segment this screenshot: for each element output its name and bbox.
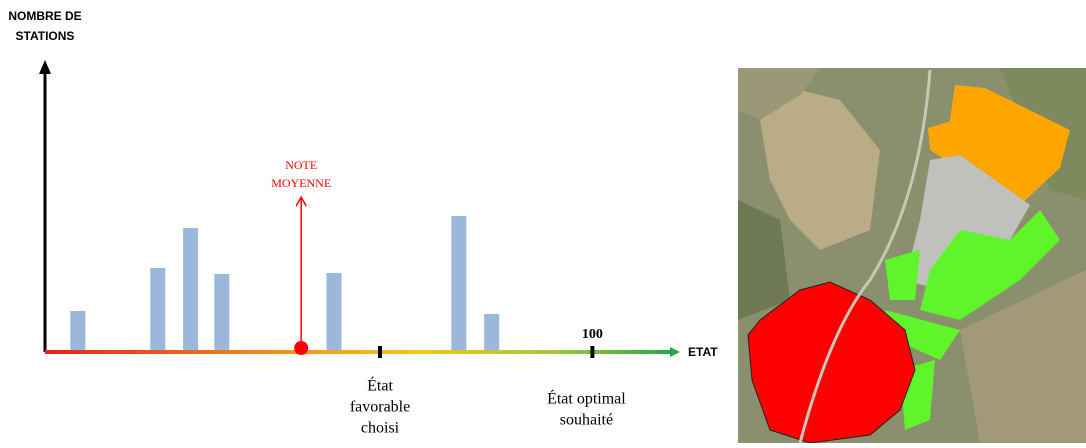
bar <box>451 216 467 352</box>
bar <box>326 273 342 352</box>
favorable-label: favorable <box>350 399 410 416</box>
map-field <box>738 200 790 320</box>
y-axis-arrow <box>39 60 51 74</box>
map-field <box>760 90 880 250</box>
bar <box>484 314 500 352</box>
favorable-tick <box>378 346 383 358</box>
map-zone-gray <box>905 155 1030 290</box>
optimal-label: État optimal <box>547 389 626 408</box>
x-axis-label: ETAT <box>688 345 718 359</box>
x-tick <box>590 346 595 358</box>
favorable-label: État <box>367 376 393 395</box>
favorable-label: choisi <box>361 420 400 437</box>
mean-label: MOYENNE <box>271 176 331 190</box>
x-axis <box>45 350 672 354</box>
x-axis-arrow <box>670 347 680 357</box>
map-zone-green <box>885 250 920 300</box>
map-zone-green <box>920 210 1060 320</box>
bar <box>183 228 199 352</box>
chart: NOMBRE DE STATIONS ETAT 100 État favorable cho… <box>8 9 718 437</box>
mean-marker <box>294 341 309 355</box>
y-axis-label: NOMBRE DE <box>8 9 81 23</box>
bar <box>70 311 86 352</box>
map-field <box>960 270 1086 443</box>
map-zone-green <box>885 310 960 360</box>
map-road <box>798 69 932 444</box>
map-zone-red <box>747 281 916 444</box>
y-axis-label: STATIONS <box>16 29 75 43</box>
satellite-map <box>738 68 1086 444</box>
optimal-label: souhaité <box>560 412 613 429</box>
bar <box>214 274 230 352</box>
mean-label: NOTE <box>285 158 317 172</box>
map-field <box>738 68 820 120</box>
bar <box>150 268 166 352</box>
mean-arrow-head <box>295 195 307 207</box>
x-tick-label: 100 <box>582 327 603 342</box>
map-zone-orange <box>928 120 1025 205</box>
